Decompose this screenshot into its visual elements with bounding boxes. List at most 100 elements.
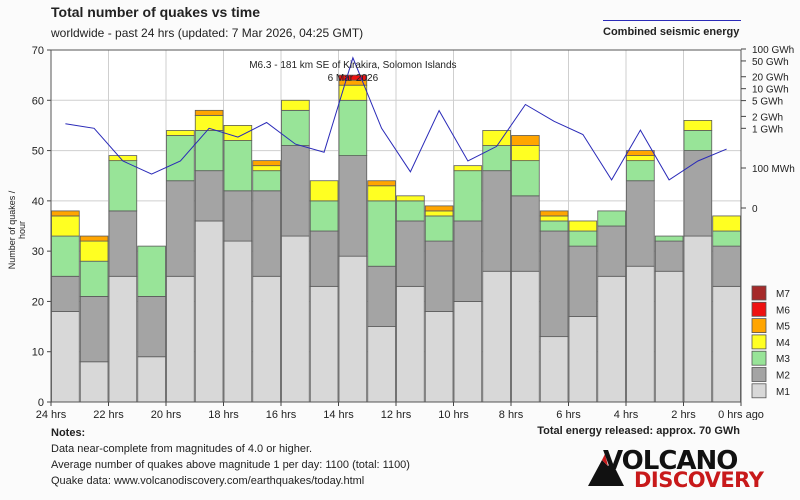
- bar-segment-m3: [453, 170, 483, 222]
- bar-segment-m5: [79, 235, 109, 242]
- bar-segment-m2: [166, 180, 195, 277]
- energy-tick-label: 2 GWh: [752, 112, 783, 123]
- bar-segment-m2: [597, 225, 626, 277]
- bar-segment-m1: [654, 270, 684, 403]
- energy-tick-label: 10 GWh: [752, 85, 789, 96]
- bar-segment-m3: [654, 235, 684, 242]
- notes-block: Notes: Data near-complete from magnitude…: [51, 425, 410, 489]
- bar-segment-m1: [597, 275, 626, 403]
- legend-swatch-m7: [751, 285, 767, 301]
- bar-segment-m3: [79, 260, 109, 297]
- legend-label-m7: M7: [776, 289, 790, 300]
- notes-line-source: Quake data: www.volcanodiscovery.com/ear…: [51, 475, 365, 487]
- x-tick-label: 8 hrs: [499, 409, 524, 420]
- x-tick-label: 12 hrs: [381, 409, 412, 420]
- legend-label-m2: M2: [776, 371, 790, 382]
- y-tick-label: 40: [32, 196, 44, 208]
- bar-segment-m4: [338, 84, 368, 101]
- bar-segment-m4: [453, 165, 483, 172]
- bar-segment-m1: [108, 275, 138, 403]
- bar-segment-m4: [281, 99, 310, 111]
- x-tick-label: 10 hrs: [438, 409, 469, 420]
- bar-segment-m4: [79, 240, 109, 262]
- bar-segment-m3: [424, 215, 454, 242]
- bar-segment-m2: [79, 295, 109, 363]
- bar-segment-m1: [712, 285, 741, 403]
- bar-segment-m5: [626, 150, 655, 156]
- energy-tick-label: 100 GWh: [752, 45, 794, 56]
- annotation-event-date: 6 Mar 2026: [328, 73, 379, 84]
- bar-segment-m3: [712, 230, 741, 247]
- bar-segment-m3: [252, 170, 281, 192]
- y-tick-label: 70: [32, 45, 44, 57]
- bar-segment-m6: [338, 74, 368, 81]
- energy-tick-label: 20 GWh: [752, 73, 789, 84]
- notes-line-average: Average number of quakes above magnitude…: [51, 459, 410, 471]
- energy-line: [65, 56, 727, 181]
- bar-segment-m3: [137, 245, 166, 297]
- x-tick-label: 22 hrs: [93, 409, 124, 420]
- energy-tick-label: 5 GWh: [752, 97, 783, 108]
- bar-segment-m4: [252, 165, 281, 172]
- bar-segment-m1: [281, 235, 310, 403]
- bar-segment-m1: [194, 220, 224, 403]
- chart-subtitle: worldwide - past 24 hrs (updated: 7 Mar …: [51, 26, 364, 40]
- bar-segment-m2: [453, 220, 483, 302]
- bar-segment-m4: [712, 215, 741, 232]
- bar-segment-m4: [626, 155, 655, 162]
- bar-segment-m3: [166, 135, 195, 182]
- logo-word-volcano: VOLCANO: [603, 446, 738, 476]
- bar-segment-m1: [166, 275, 195, 403]
- bar-segment-m2: [137, 295, 166, 358]
- bar-segment-m1: [453, 301, 483, 403]
- bar-segment-m3: [396, 200, 425, 222]
- x-tick-label: 16 hrs: [266, 409, 297, 420]
- legend-swatch-m1: [751, 383, 767, 399]
- bar-segment-m1: [396, 285, 425, 403]
- y-tick-label: 50: [32, 146, 44, 158]
- x-tick-label: 6 hrs: [556, 409, 581, 420]
- total-energy-label: Total energy released: approx. 70 GWh: [537, 425, 740, 437]
- legend-label-m4: M4: [776, 338, 790, 349]
- bar-segment-m4: [108, 155, 138, 162]
- bar-segment-m2: [223, 190, 253, 242]
- bar-segment-m1: [482, 270, 511, 403]
- bar-segment-m3: [539, 220, 569, 232]
- bar-segment-m3: [568, 230, 598, 247]
- bar-segment-m5: [367, 180, 396, 187]
- y-tick-label: 20: [32, 296, 44, 308]
- bar-segment-m1: [626, 265, 655, 403]
- quake-chart: 0 10 20 30 40 50 60 70 24 hrs 22 hrs 20 hrs 18 hrs 1…: [32, 45, 795, 420]
- x-tick-label: 0 hrs ago: [718, 409, 764, 420]
- bar-segment-m1: [51, 311, 80, 403]
- bar-segment-m4: [568, 220, 598, 232]
- bar-segment-m4: [396, 195, 425, 202]
- bar-segment-m1: [338, 255, 368, 403]
- bar-segment-m4: [166, 130, 195, 136]
- bar-segment-m1: [367, 326, 396, 403]
- bar-segment-m1: [137, 356, 166, 403]
- bar-segment-m4: [424, 210, 454, 217]
- bar-segment-m2: [309, 230, 339, 287]
- x-tick-label: 18 hrs: [208, 409, 239, 420]
- bar-segment-m2: [424, 240, 454, 312]
- bar-segment-m2: [252, 190, 281, 277]
- bar-segment-m4: [223, 125, 253, 141]
- bar-segment-m3: [597, 210, 626, 227]
- annotation-event-label: M6.3 - 181 km SE of Kirakira, Solomon Is…: [249, 60, 456, 71]
- notes-line-completeness: Data near-complete from magnitudes of 4.…: [51, 443, 313, 455]
- volcano-logo-icon: [588, 454, 624, 486]
- volcano-discovery-logo[interactable]: VOLCANO DISCOVERY: [586, 446, 786, 492]
- legend-label-m3: M3: [776, 354, 790, 365]
- bar-segment-m2: [396, 220, 425, 287]
- bar-segment-m2: [482, 170, 511, 272]
- legend-label-m1: M1: [776, 387, 790, 398]
- legend-swatch-m2: [751, 367, 767, 382]
- bar-segment-m1: [511, 270, 540, 403]
- bar-segment-m1: [79, 361, 109, 403]
- bar-segment-m4: [309, 180, 339, 202]
- bar-segment-m3: [309, 200, 339, 232]
- bar-segment-m1: [252, 275, 281, 403]
- y-tick-label: 30: [32, 246, 44, 258]
- y-tick-label: 0: [38, 397, 44, 409]
